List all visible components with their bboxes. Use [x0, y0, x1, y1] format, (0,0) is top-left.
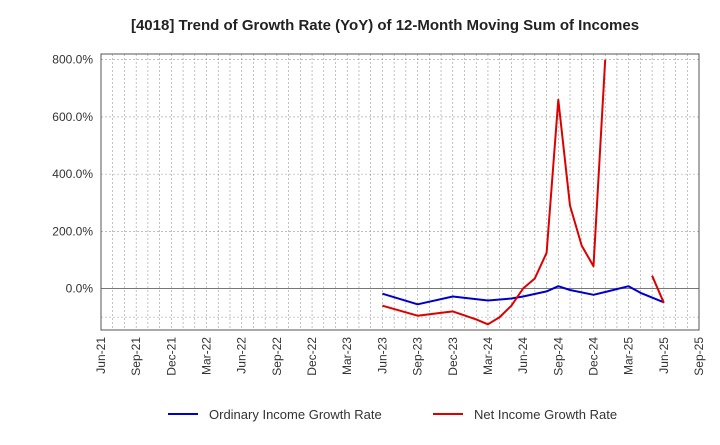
x-tick-label: Mar-25: [622, 337, 636, 375]
y-tick-label: 400.0%: [52, 167, 93, 181]
x-tick-label: Sep-25: [692, 337, 706, 376]
series-line-net-income: [382, 59, 607, 326]
x-tick-label: Dec-23: [446, 337, 460, 376]
x-tick-label: Jun-21: [94, 337, 108, 374]
y-axis-tick-labels: 0.0% 200.0% 400.0% 600.0% 800.0%: [52, 53, 93, 296]
series-line-net-income: [651, 275, 665, 304]
x-tick-label: Dec-24: [586, 337, 600, 376]
x-tick-label: Jun-24: [516, 337, 530, 374]
y-tick-label: 800.0%: [52, 53, 93, 67]
x-tick-label: Dec-21: [164, 337, 178, 376]
legend-label: Ordinary Income Growth Rate: [209, 407, 382, 422]
y-tick-label: 200.0%: [52, 224, 93, 238]
x-tick-label: Jun-23: [375, 337, 389, 374]
x-tick-label: Sep-24: [551, 337, 565, 376]
x-tick-label: Mar-23: [340, 337, 354, 375]
x-axis-tick-labels: Jun-21 Sep-21 Dec-21 Mar-22 Jun-22 Sep-22 Dec-…: [94, 337, 706, 376]
x-tick-label: Jun-25: [657, 337, 671, 374]
x-tick-label: Sep-22: [270, 337, 284, 376]
grid-lines: [100, 54, 700, 330]
x-tick-label: Sep-21: [129, 337, 143, 376]
x-tick-label: Dec-22: [305, 337, 319, 376]
x-tick-label: Mar-22: [200, 337, 214, 375]
plot-frame: [100, 53, 700, 331]
chart-title: [4018] Trend of Growth Rate (YoY) of 12-…: [131, 17, 639, 34]
y-tick-label: 600.0%: [52, 110, 93, 124]
series-lines: [382, 59, 665, 326]
legend: Ordinary Income Growth Rate Net Income Gr…: [168, 407, 617, 422]
x-tick-label: Mar-24: [481, 337, 495, 375]
series-line-ordinary-income: [382, 285, 665, 306]
y-tick-label: 0.0%: [66, 282, 94, 296]
x-tick-label: Jun-22: [235, 337, 249, 374]
legend-label: Net Income Growth Rate: [474, 407, 617, 422]
x-tick-label: Sep-23: [411, 337, 425, 376]
